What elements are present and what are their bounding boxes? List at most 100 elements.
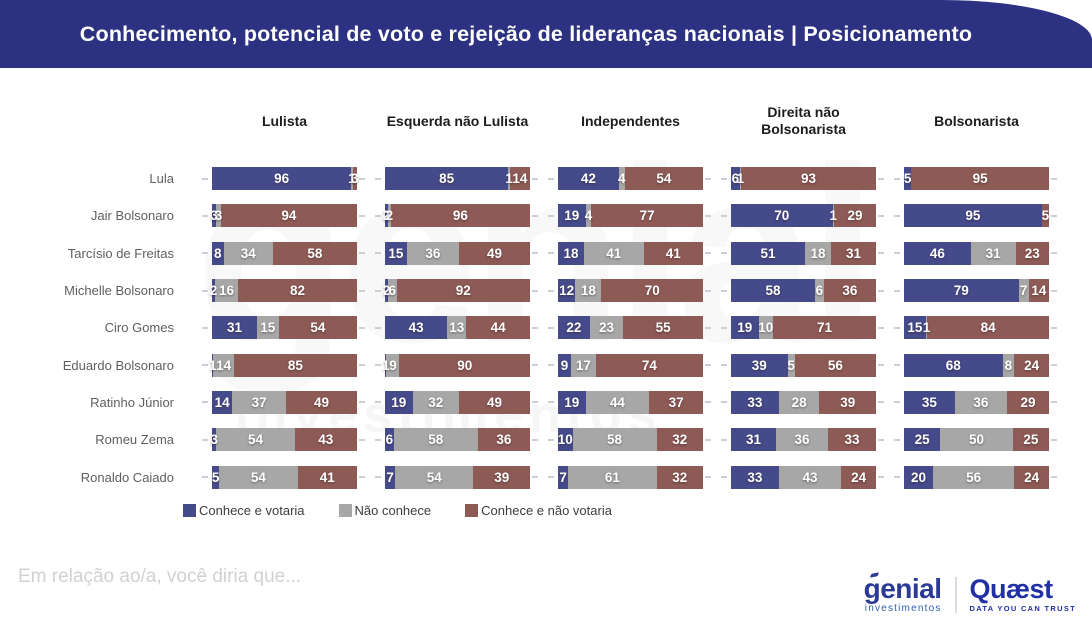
legend-item: Não conhece [338,503,432,518]
stacked-bar: 58 6 36 [721,279,884,303]
group-header: Independentes [581,112,680,129]
bar-value: 29 [1020,394,1036,410]
stacked-bar: 3 3 94 [202,204,365,228]
bar-segment-nao-conhece: 6 [815,279,824,303]
genial-logo-name: genial [863,573,942,604]
bar-segment-nao-conhece: 6 [387,279,397,303]
bar-segment-conhece-e-votaria: 15 [904,316,926,340]
bar-segment-conhece-e-votaria: 9 [558,353,572,377]
bar-value: 2 [382,283,391,299]
bar-value: 1 [922,320,931,336]
bar-value: 14 [216,357,232,373]
bar-value: 32 [672,469,688,485]
bar-value: 56 [966,469,982,485]
bar-segment-conhece-e-nao-votaria: 41 [643,241,703,265]
stacked-bar: 20 56 24 [894,465,1057,489]
bar-value: 8 [1004,357,1013,373]
bar-segment-conhece-e-votaria: 3 [210,204,218,228]
bar-segment-conhece-e-votaria: 5 [904,167,911,191]
bar-value: 1 [381,357,390,373]
bar-value: 54 [250,469,266,485]
bar-value: 37 [668,394,684,410]
bar-value: 10 [758,320,774,336]
bar-segment-conhece-e-votaria: 20 [904,465,933,489]
bar-value: 41 [606,245,622,261]
bar-value: 25 [914,432,930,448]
quaest-logo-tagline: DATA YOU CAN TRUST [969,604,1076,614]
bar-value: 39 [751,357,767,373]
bar-segment-conhece-e-votaria: 25 [904,428,941,452]
bar-value: 90 [457,357,473,373]
bar-segment-conhece-e-votaria: 68 [904,353,1003,377]
bar-value: 3 [214,208,223,224]
bar-value: 6 [815,283,824,299]
stacked-bar: 12 18 70 [548,279,711,303]
bar-value: 2 [209,283,218,299]
bar-value: 32 [672,432,688,448]
chart-row: Jair Bolsonaro 3 3 94 2 2 96 19 4 77 70 1 29 95 5 [0,197,1057,234]
stacked-bar: 15 1 84 [894,316,1057,340]
bar-segment-nao-conhece: 4 [618,167,626,191]
bar-segment-conhece-e-nao-votaria: 29 [1006,390,1049,414]
bar-segment-nao-conhece: 1 [829,204,837,228]
bar-value: 7 [1019,283,1028,299]
bar-value: 1 [348,171,356,187]
stacked-bar: 2 6 92 [375,279,538,303]
bar-value: 41 [319,469,335,485]
stacked-bar: 79 7 14 [894,279,1057,303]
stacked-bar: 33 43 24 [721,465,884,489]
stacked-bar: 31 15 54 [202,316,365,340]
legend-item: Conhece e votaria [183,503,305,518]
chart-row: Tarcísio de Freitas 8 34 58 15 36 49 18 41 41 51 18… [0,235,1057,272]
bar-segment-nao-conhece: 50 [940,428,1013,452]
bar-value: 28 [791,394,807,410]
bar-value: 94 [281,208,297,224]
bar-value: 42 [580,171,596,187]
stacked-bar: 19 10 71 [721,316,884,340]
stacked-bar: 9 17 74 [548,353,711,377]
bar-segment-conhece-e-nao-votaria: 32 [656,465,703,489]
stacked-bar: 39 5 56 [721,353,884,377]
bar-segment-conhece-e-votaria: 35 [904,390,955,414]
group-header: Esquerda não Lulista [386,112,529,129]
bar-value: 19 [564,394,580,410]
bar-segment-conhece-e-votaria: 2 [209,279,218,303]
bar-value: 6 [731,171,740,187]
legend-swatch [183,504,196,517]
bar-value: 70 [774,208,790,224]
chart-row: Michelle Bolsonaro 2 16 82 2 6 92 12 18 70 58 6 36 79… [0,272,1057,309]
bar-value: 58 [607,432,623,448]
stacked-bar: 2 16 82 [202,279,365,303]
bar-segment-conhece-e-votaria: 2 [382,279,391,303]
bar-segment-nao-conhece: 58 [393,428,478,452]
quaest-logo-name: Quæst [969,574,1054,605]
bar-value: 23 [599,320,615,336]
bar-value: 24 [1024,469,1040,485]
bar-segment-conhece-e-nao-votaria: 71 [773,316,876,340]
genial-logo: genial investimentos [864,575,942,614]
bar-segment-conhece-e-votaria: 58 [731,279,816,303]
bar-value: 19 [564,208,580,224]
stacked-bar: 68 8 24 [894,353,1057,377]
bar-value: 68 [945,357,961,373]
bar-segment-nao-conhece: 3 [214,204,223,228]
bar-segment-conhece-e-nao-votaria: 36 [477,428,530,452]
bar-segment-conhece-e-votaria: 96 [212,167,352,191]
bar-value: 84 [980,320,996,336]
bar-value: 95 [972,171,988,187]
bar-segment-conhece-e-nao-votaria: 93 [741,167,876,191]
group-headers: Lulista Esquerda não Lulista Independentes… [0,104,1049,138]
bar-segment-conhece-e-nao-votaria: 54 [278,316,357,340]
row-label: Lula [149,171,174,187]
bar-value: 15 [260,320,276,336]
stacked-bar: 95 5 [894,204,1057,228]
logo-divider [954,576,957,613]
bar-value: 1 [208,357,217,373]
bar-segment-conhece-e-votaria: 51 [731,241,805,265]
bar-value: 70 [644,283,660,299]
legend-label: Não conhece [354,503,432,518]
bar-segment-nao-conhece: 28 [778,390,820,414]
bar-value: 55 [655,320,671,336]
bar-segment-conhece-e-votaria: 79 [904,279,1019,303]
bar-value: 17 [575,357,591,373]
